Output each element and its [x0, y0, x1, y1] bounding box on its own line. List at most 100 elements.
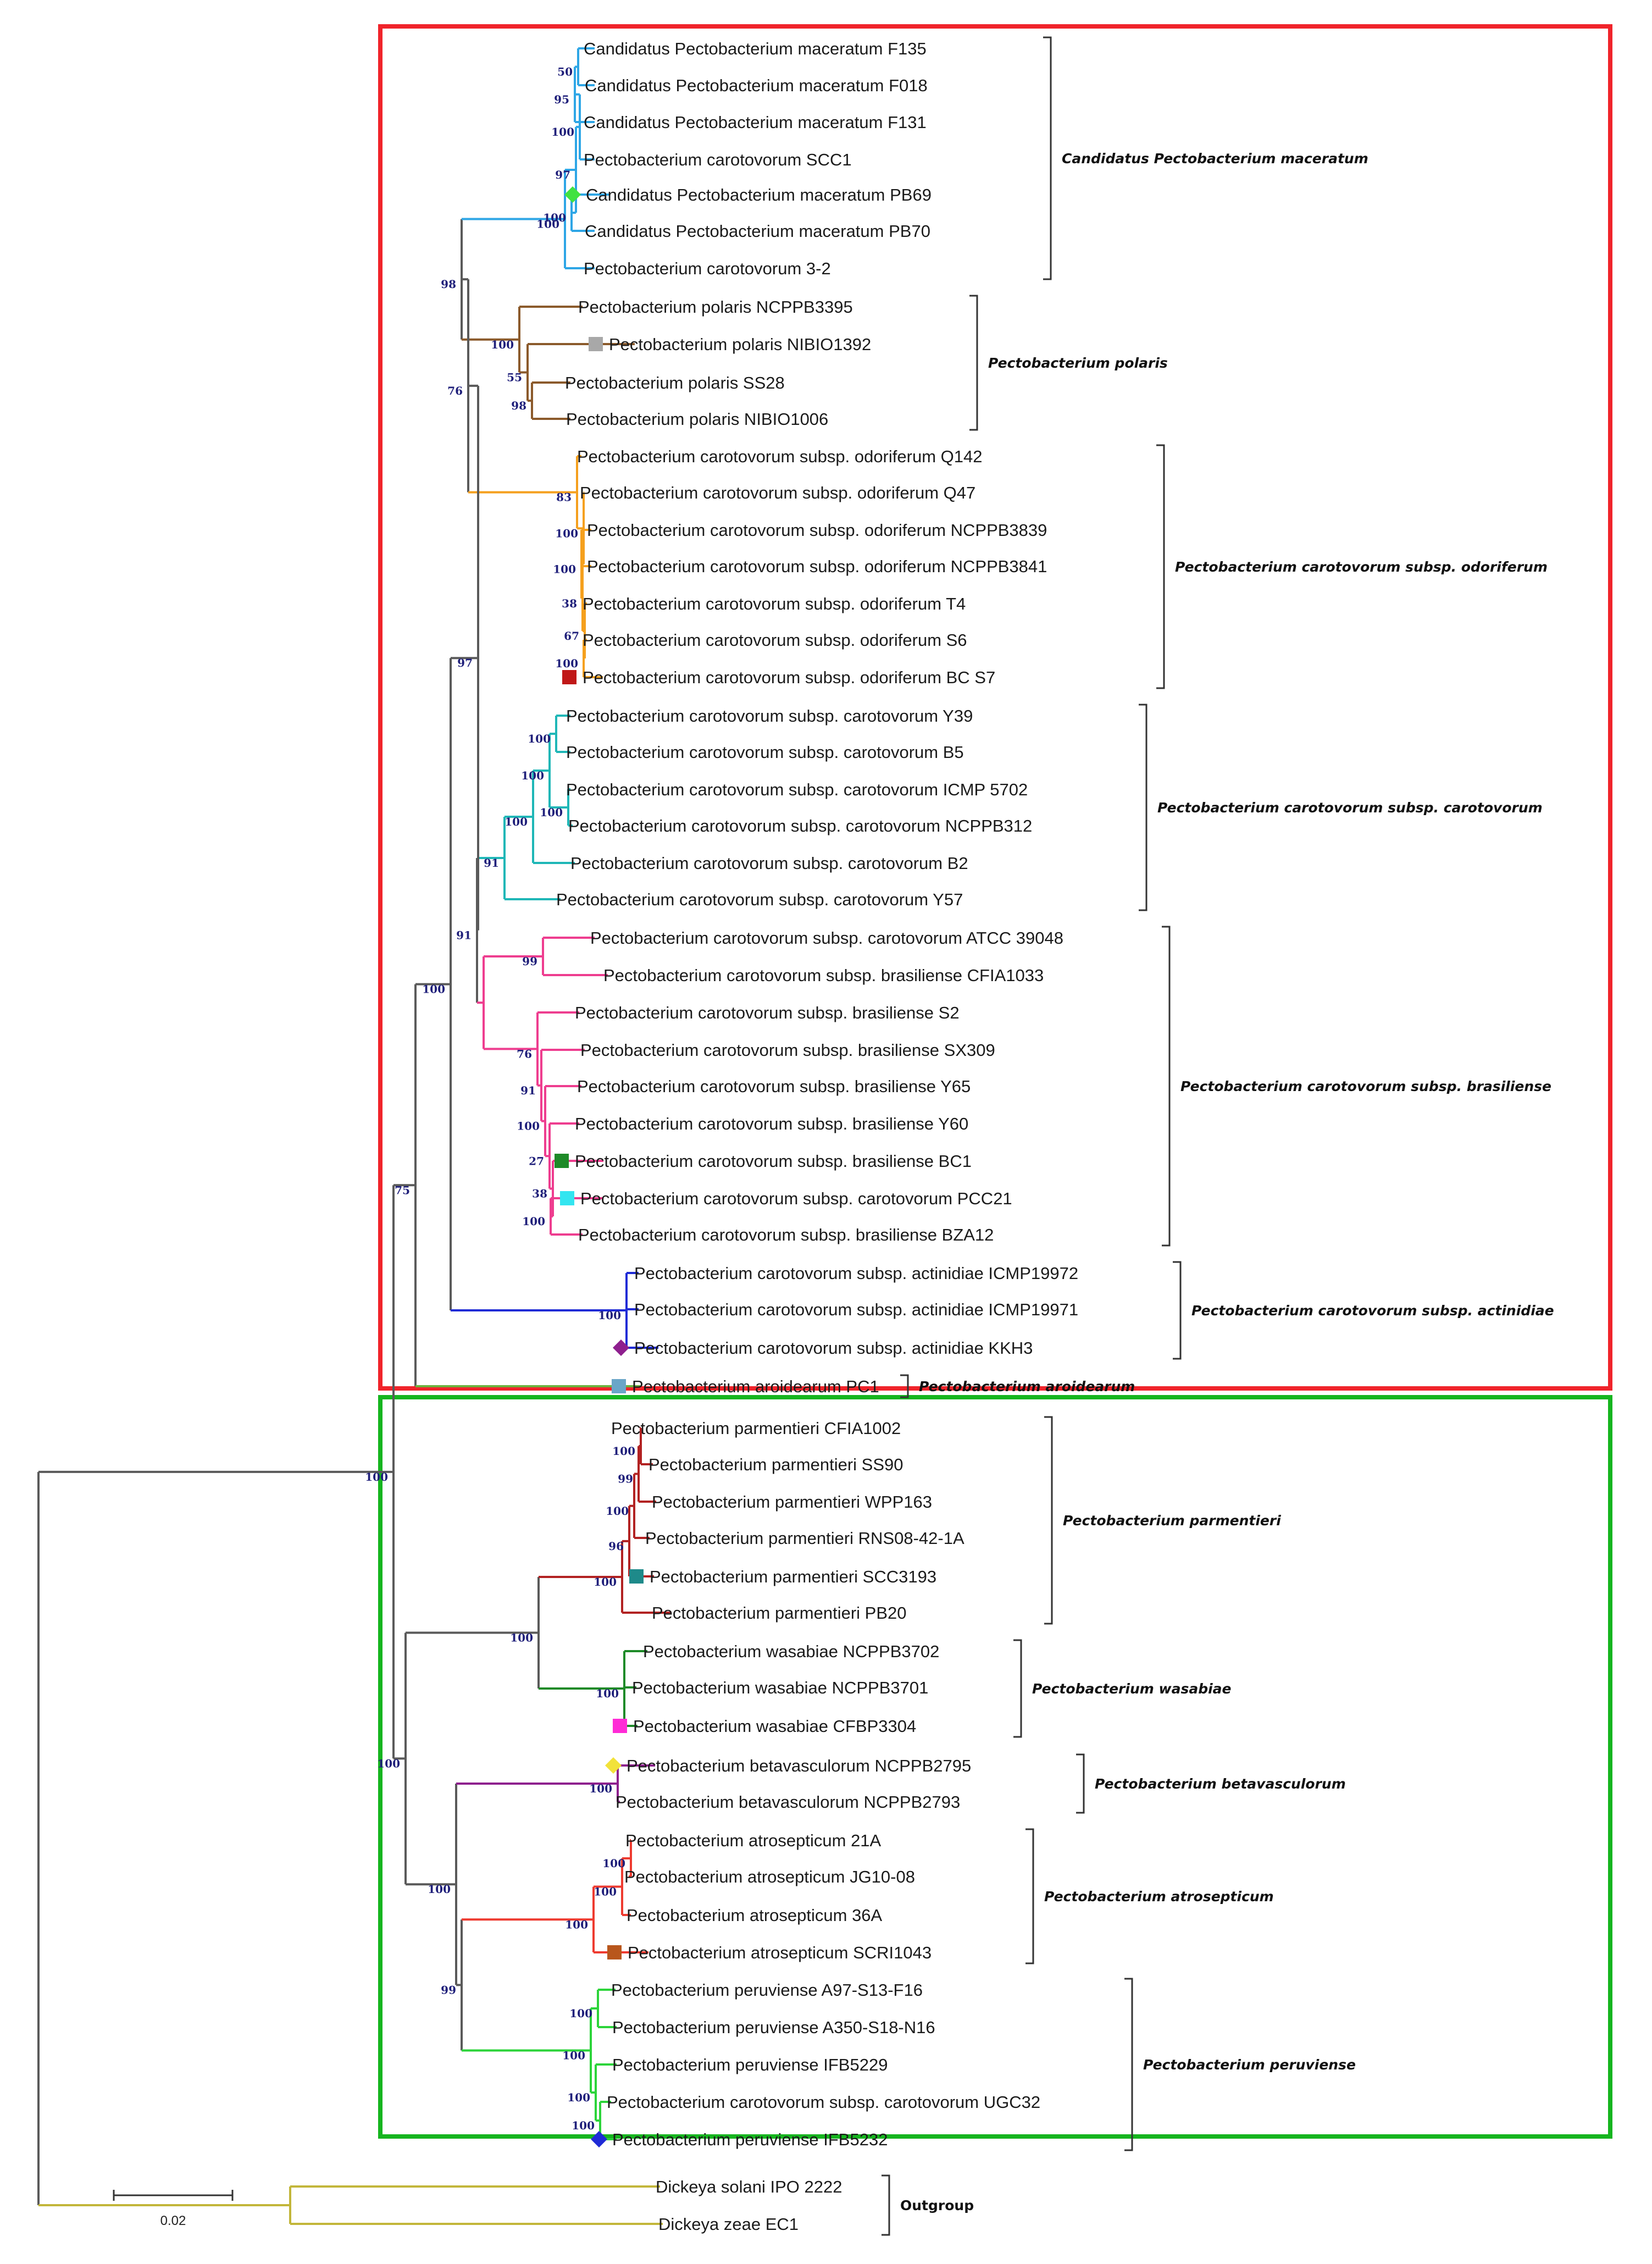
- clade-bracket: [1173, 1261, 1182, 1360]
- leaf-label: Pectobacterium parmentieri SS90: [648, 1455, 903, 1474]
- scale-bar-label: 0.02: [160, 2213, 186, 2228]
- bootstrap-value: 100: [594, 1575, 617, 1588]
- clade-label: Pectobacterium peruviense: [1143, 2057, 1356, 2073]
- clade-bracket: [969, 295, 978, 431]
- clade-label: Outgroup: [900, 2197, 974, 2213]
- leaf-markers: [555, 186, 644, 2147]
- leaf-label: Pectobacterium parmentieri SCC3193: [650, 1567, 936, 1586]
- bootstrap-value: 97: [555, 168, 570, 181]
- bootstrap-value: 100: [543, 211, 566, 224]
- leaf-label: Pectobacterium parmentieri CFIA1002: [611, 1419, 901, 1438]
- leaf-label: Pectobacterium parmentieri RNS08-42-1A: [645, 1529, 964, 1548]
- bootstrap-value: 100: [510, 1631, 533, 1644]
- bootstrap-value: 97: [457, 656, 473, 669]
- bootstrap-value: 100: [562, 2049, 585, 2062]
- diamond-marker: [591, 2131, 607, 2147]
- diamond-marker: [613, 1339, 629, 1356]
- clade-bracket: [1013, 1639, 1022, 1738]
- bootstrap-value: 95: [554, 93, 569, 106]
- leaf-label: Pectobacterium polaris NIBIO1392: [609, 335, 871, 354]
- leaf-label: Pectobacterium parmentieri WPP163: [652, 1492, 932, 1512]
- bootstrap-value: 100: [521, 769, 544, 782]
- bootstrap-value: 100: [522, 1215, 545, 1228]
- leaf-labels: Candidatus Pectobacterium maceratum F135…: [556, 39, 1078, 2234]
- leaf-label: Pectobacterium carotovorum subsp. odorif…: [583, 630, 967, 650]
- clade-label: Pectobacterium carotovorum subsp. brasil…: [1180, 1078, 1551, 1094]
- leaf-label: Pectobacterium carotovorum subsp. brasil…: [577, 1077, 971, 1096]
- bootstrap-value: 67: [564, 629, 579, 643]
- leaf-label: Pectobacterium atrosepticum JG10-08: [624, 1867, 915, 1886]
- square-marker: [607, 1945, 622, 1959]
- leaf-label: Pectobacterium carotovorum 3-2: [584, 259, 831, 278]
- bootstrap-value: 100: [572, 2119, 595, 2132]
- bootstrap-value: 100: [553, 563, 576, 576]
- bootstrap-value: 100: [596, 1687, 619, 1700]
- bootstrap-value: 100: [528, 732, 551, 745]
- leaf-label: Pectobacterium betavasculorum NCPPB2793: [616, 1792, 960, 1812]
- diamond-marker: [564, 186, 581, 203]
- square-marker: [589, 337, 603, 351]
- clade-label: Pectobacterium betavasculorum: [1095, 1776, 1346, 1792]
- bootstrap-value: 83: [556, 491, 572, 504]
- leaf-label: Pectobacterium polaris NIBIO1006: [566, 409, 828, 429]
- bootstrap-value: 91: [484, 856, 499, 870]
- leaf-label: Pectobacterium carotovorum subsp. brasil…: [575, 1003, 960, 1022]
- clade-bracket: [1124, 1978, 1133, 2151]
- bootstrap-value: 100: [422, 983, 445, 996]
- clade-bracket: [1162, 926, 1171, 1247]
- bootstrap-value: 100: [536, 217, 559, 230]
- bootstrap-value: 100: [612, 1444, 635, 1458]
- tree-branches: [37, 47, 672, 2225]
- leaf-label: Pectobacterium carotovorum subsp. brasil…: [580, 1040, 995, 1060]
- leaf-label: Pectobacterium carotovorum subsp. odorif…: [583, 668, 995, 687]
- bootstrap-value: 100: [505, 815, 528, 828]
- leaf-label: Pectobacterium aroidearum PC1: [632, 1377, 879, 1396]
- leaf-label: Pectobacterium peruviense A350-S18-N16: [612, 2018, 935, 2037]
- leaf-label: Pectobacterium polaris NCPPB3395: [578, 297, 853, 317]
- clade-label: Pectobacterium carotovorum subsp. odorif…: [1175, 559, 1548, 575]
- leaf-label: Pectobacterium atrosepticum 21A: [625, 1831, 882, 1850]
- bootstrap-value: 100: [569, 2007, 592, 2020]
- square-marker: [555, 1154, 569, 1168]
- bootstrap-value: 76: [517, 1047, 532, 1060]
- leaf-label: Pectobacterium peruviense IFB5232: [612, 2130, 888, 2149]
- bootstrap-value: 75: [395, 1183, 410, 1197]
- leaf-label: Pectobacterium carotovorum subsp. brasil…: [575, 1114, 968, 1133]
- leaf-label: Pectobacterium carotovorum subsp. caroto…: [607, 2093, 1040, 2112]
- green-group-box: [378, 1395, 1612, 2139]
- clade-label: Pectobacterium atrosepticum: [1044, 1889, 1274, 1905]
- bootstrap-value: 91: [456, 929, 472, 942]
- clade-bracket: [1044, 1416, 1053, 1625]
- square-marker: [560, 1191, 574, 1205]
- bootstrap-value: 100: [598, 1309, 621, 1322]
- leaf-label: Candidatus Pectobacterium maceratum PB70: [585, 222, 930, 241]
- red-group-box: [378, 24, 1612, 1391]
- bootstrap-values: 1009710095501009810055987683100100386710…: [365, 65, 635, 2133]
- bootstrap-value: 98: [441, 278, 456, 291]
- clade-label: Pectobacterium polaris: [988, 355, 1168, 371]
- bootstrap-value: 100: [428, 1883, 451, 1896]
- bootstrap-value: 96: [608, 1540, 624, 1553]
- leaf-label: Pectobacterium carotovorum subsp. brasil…: [575, 1152, 972, 1171]
- clade-label: Pectobacterium wasabiae: [1032, 1681, 1232, 1697]
- bootstrap-value: 100: [365, 1470, 388, 1483]
- bootstrap-value: 38: [562, 597, 577, 610]
- diamond-marker: [605, 1757, 622, 1774]
- leaf-label: Pectobacterium carotovorum subsp. odorif…: [580, 483, 975, 502]
- clade-label: Pectobacterium parmentieri: [1063, 1513, 1281, 1529]
- leaf-label: Pectobacterium carotovorum subsp. caroto…: [566, 706, 973, 726]
- leaf-label: Pectobacterium peruviense A97-S13-F16: [611, 1980, 923, 2000]
- leaf-label: Pectobacterium atrosepticum SCRI1043: [628, 1943, 932, 1962]
- leaf-label: Pectobacterium carotovorum subsp. caroto…: [580, 1189, 1012, 1208]
- leaf-label: Pectobacterium carotovorum subsp. odorif…: [583, 594, 966, 613]
- leaf-label: Pectobacterium carotovorum SCC1: [584, 150, 852, 169]
- clade-bracket: [1156, 444, 1165, 689]
- leaf-label: Pectobacterium polaris SS28: [565, 373, 785, 392]
- bootstrap-value: 100: [565, 1918, 588, 1931]
- leaf-label: Pectobacterium carotovorum subsp. actini…: [634, 1264, 1078, 1283]
- leaf-label: Pectobacterium carotovorum subsp. caroto…: [590, 928, 1063, 948]
- clade-bracket: [1139, 704, 1147, 911]
- leaf-label: Dickeya zeae EC1: [658, 2215, 799, 2234]
- leaf-label: Pectobacterium carotovorum subsp. caroto…: [566, 780, 1028, 799]
- leaf-label: Pectobacterium peruviense IFB5229: [612, 2055, 888, 2074]
